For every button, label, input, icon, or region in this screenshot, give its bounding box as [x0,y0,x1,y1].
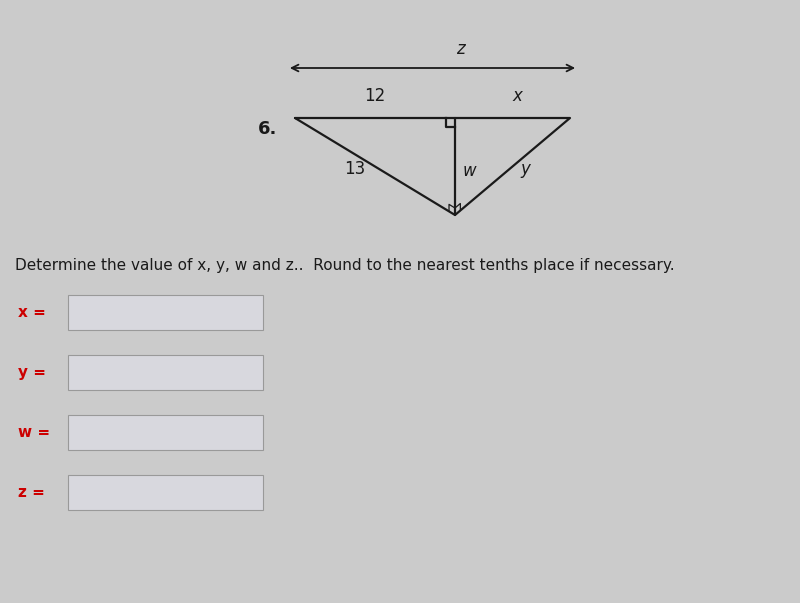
Text: 6.: 6. [258,120,277,138]
Text: w: w [463,162,477,180]
Text: z =: z = [18,485,45,500]
Bar [68,295,263,330]
Text: y: y [521,160,530,178]
Text: 12: 12 [364,87,386,105]
Bar [68,475,263,510]
Text: Determine the value of x, y, w and z..  Round to the nearest tenths place if nec: Determine the value of x, y, w and z.. R… [15,258,674,273]
Text: 13: 13 [344,160,365,178]
Text: x =: x = [18,305,46,320]
Text: x: x [513,87,522,105]
Bar [68,355,263,390]
Text: y =: y = [18,365,46,380]
Bar [68,415,263,450]
Text: z: z [456,40,465,58]
Text: w =: w = [18,425,50,440]
